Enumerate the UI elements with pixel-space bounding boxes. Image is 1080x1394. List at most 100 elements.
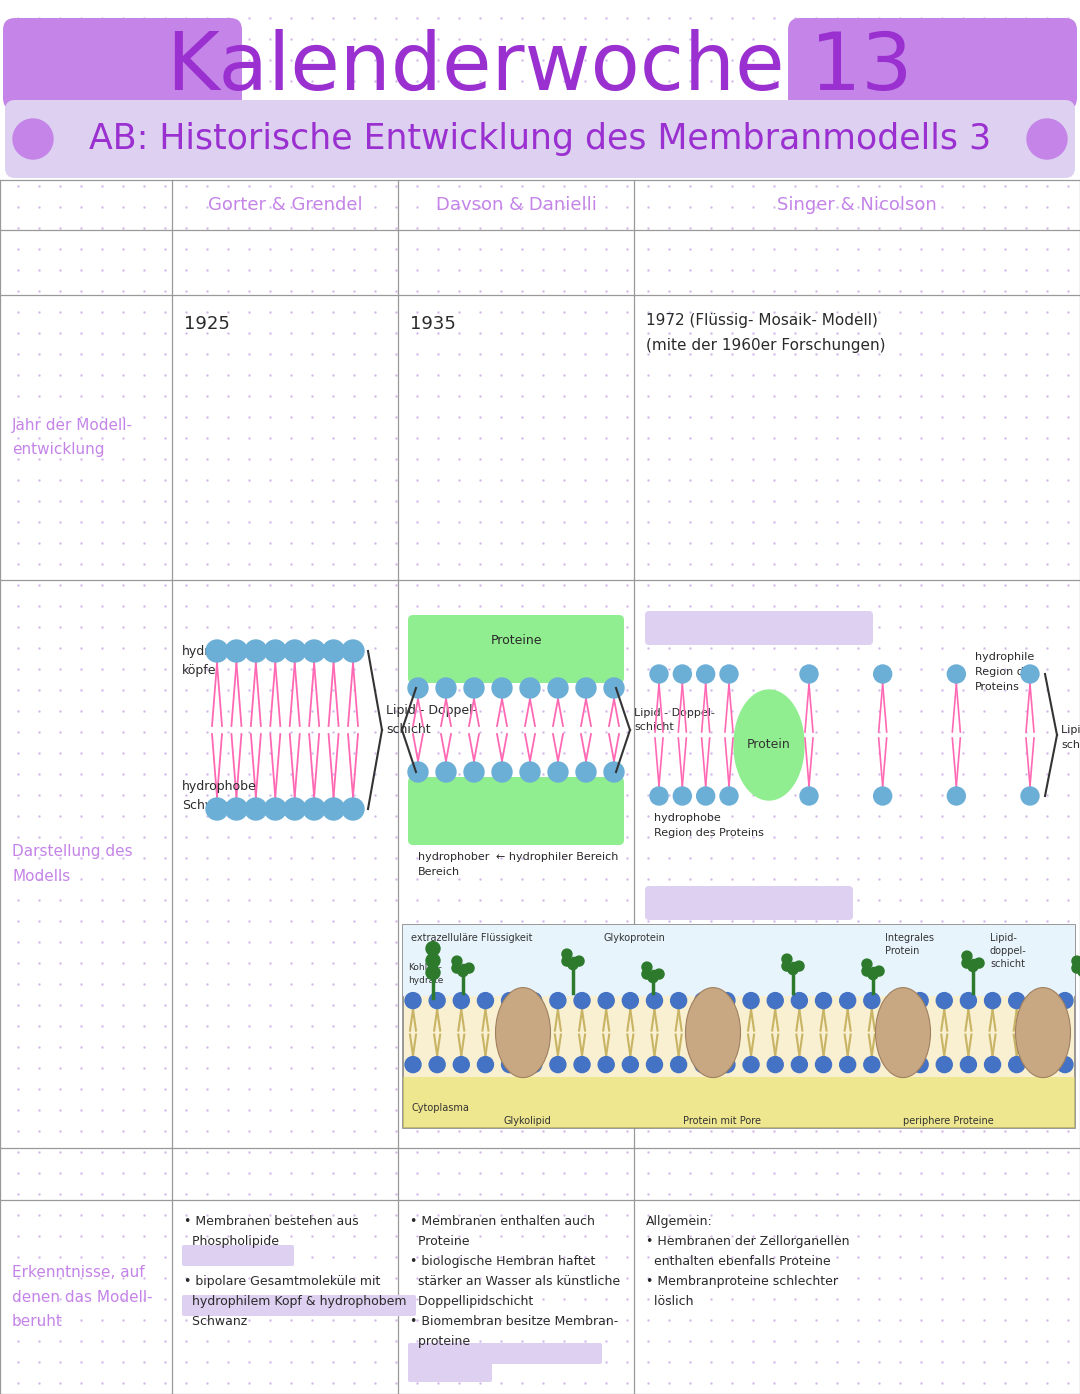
- Circle shape: [604, 677, 624, 698]
- Circle shape: [492, 763, 512, 782]
- Circle shape: [642, 969, 652, 979]
- Circle shape: [575, 1057, 590, 1072]
- Text: 1925: 1925: [184, 315, 230, 333]
- Circle shape: [888, 1057, 904, 1072]
- Text: Protein mit Pore: Protein mit Pore: [683, 1117, 761, 1126]
- Circle shape: [477, 993, 494, 1009]
- Circle shape: [548, 677, 568, 698]
- Circle shape: [206, 640, 228, 662]
- Circle shape: [598, 1057, 615, 1072]
- Bar: [403, 926, 1075, 1128]
- Circle shape: [815, 1057, 832, 1072]
- Circle shape: [936, 1057, 953, 1072]
- Circle shape: [673, 788, 691, 804]
- Text: Flüssig- Mosaik- Modell:: Flüssig- Mosaik- Modell:: [654, 896, 819, 912]
- Circle shape: [788, 965, 798, 974]
- Circle shape: [429, 1057, 445, 1072]
- Circle shape: [568, 959, 578, 970]
- Circle shape: [405, 1057, 421, 1072]
- Circle shape: [550, 993, 566, 1009]
- Circle shape: [1021, 665, 1039, 683]
- Circle shape: [767, 1057, 783, 1072]
- Circle shape: [839, 1057, 855, 1072]
- Text: Lipid - Doppel-
schicht: Lipid - Doppel- schicht: [1061, 725, 1080, 750]
- Circle shape: [1072, 956, 1080, 966]
- FancyBboxPatch shape: [183, 1295, 416, 1316]
- Circle shape: [671, 993, 687, 1009]
- Circle shape: [1057, 1057, 1074, 1072]
- Circle shape: [342, 640, 364, 662]
- Circle shape: [426, 966, 440, 980]
- Text: Gorter & Grendel: Gorter & Grendel: [207, 197, 362, 215]
- Text: Kohlen-
hydrate: Kohlen- hydrate: [408, 963, 444, 984]
- Ellipse shape: [876, 987, 931, 1078]
- Text: Glykolipid: Glykolipid: [503, 1117, 551, 1126]
- Text: 1935: 1935: [410, 315, 456, 333]
- Circle shape: [1032, 993, 1049, 1009]
- FancyBboxPatch shape: [3, 18, 242, 110]
- Circle shape: [782, 960, 792, 972]
- Circle shape: [792, 993, 808, 1009]
- FancyBboxPatch shape: [788, 18, 1077, 110]
- Text: Cytoplasma: Cytoplasma: [411, 1103, 469, 1112]
- Circle shape: [647, 993, 662, 1009]
- Circle shape: [405, 993, 421, 1009]
- Circle shape: [874, 788, 892, 804]
- Circle shape: [985, 993, 1000, 1009]
- Polygon shape: [734, 690, 804, 800]
- Circle shape: [284, 640, 306, 662]
- Circle shape: [323, 640, 345, 662]
- Circle shape: [782, 953, 792, 965]
- Circle shape: [548, 763, 568, 782]
- Circle shape: [719, 1057, 734, 1072]
- Text: Davson & Danielli: Davson & Danielli: [435, 197, 596, 215]
- Ellipse shape: [496, 987, 551, 1078]
- Text: früheres Membranmodell:: früheres Membranmodell:: [654, 620, 834, 636]
- Circle shape: [968, 962, 978, 972]
- Circle shape: [598, 993, 615, 1009]
- Circle shape: [519, 763, 540, 782]
- Circle shape: [1057, 993, 1074, 1009]
- Circle shape: [1009, 1057, 1025, 1072]
- Circle shape: [576, 677, 596, 698]
- Circle shape: [874, 665, 892, 683]
- Text: hydrophile
köpfe: hydrophile köpfe: [183, 645, 248, 677]
- Circle shape: [454, 993, 470, 1009]
- Text: periphere Proteine: periphere Proteine: [903, 1117, 994, 1126]
- Circle shape: [550, 1057, 566, 1072]
- Text: hydrophile
Region des
Proteins: hydrophile Region des Proteins: [975, 652, 1037, 691]
- Text: Glykoprotein: Glykoprotein: [603, 933, 665, 942]
- Circle shape: [562, 956, 572, 966]
- FancyBboxPatch shape: [645, 611, 873, 645]
- Circle shape: [650, 665, 669, 683]
- Text: Allgemein:
• Hembranen der Zellorganellen
  enthalten ebenfalls Proteine
• Membr: Allgemein: • Hembranen der Zellorganelle…: [646, 1216, 850, 1308]
- Circle shape: [1009, 993, 1025, 1009]
- Circle shape: [962, 951, 972, 960]
- Circle shape: [800, 788, 818, 804]
- Circle shape: [864, 993, 880, 1009]
- Circle shape: [303, 797, 325, 820]
- Text: Integrales
Protein: Integrales Protein: [885, 933, 934, 956]
- Circle shape: [575, 956, 584, 966]
- Text: 1972 (Flüssig- Mosaik- Modell)
(mite der 1960er Forschungen): 1972 (Flüssig- Mosaik- Modell) (mite der…: [646, 314, 886, 353]
- Circle shape: [451, 956, 462, 966]
- Circle shape: [408, 763, 428, 782]
- Text: • Membranen enthalten auch
  Proteine
• biologische Hembran haftet
  stärker an : • Membranen enthalten auch Proteine • bi…: [410, 1216, 620, 1348]
- Circle shape: [408, 677, 428, 698]
- Circle shape: [464, 763, 484, 782]
- FancyBboxPatch shape: [5, 100, 1075, 178]
- Circle shape: [284, 797, 306, 820]
- Circle shape: [960, 1057, 976, 1072]
- Text: • Membranen bestehen aus
  Phospholipide

• bipolare Gesamtmoleküle mit
  hydrop: • Membranen bestehen aus Phospholipide •…: [184, 1216, 406, 1328]
- Circle shape: [673, 665, 691, 683]
- Circle shape: [226, 797, 247, 820]
- Circle shape: [654, 969, 664, 979]
- Circle shape: [1072, 963, 1080, 973]
- Circle shape: [874, 966, 885, 976]
- Circle shape: [622, 993, 638, 1009]
- Circle shape: [526, 993, 542, 1009]
- Text: Lipid-
doppel-
schicht: Lipid- doppel- schicht: [990, 933, 1027, 969]
- Circle shape: [265, 797, 286, 820]
- Circle shape: [985, 1057, 1000, 1072]
- Circle shape: [426, 953, 440, 967]
